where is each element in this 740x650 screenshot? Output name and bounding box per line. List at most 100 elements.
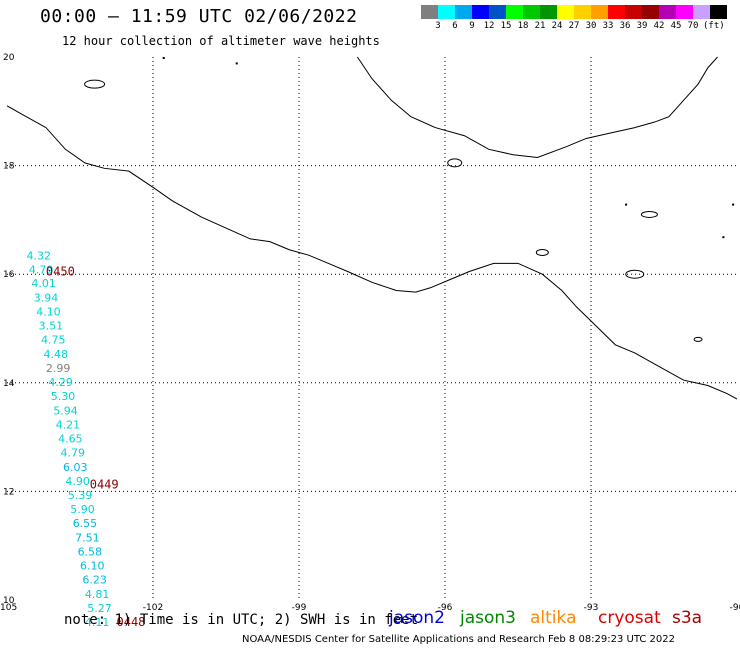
pass-time-label: 0450 <box>46 264 75 278</box>
swh-reading: 7.51 <box>75 531 100 544</box>
color-swatch <box>710 5 727 19</box>
color-swatch <box>676 5 693 19</box>
swh-reading: 6.58 <box>78 545 103 558</box>
swh-reading: 5.90 <box>70 503 95 516</box>
color-scale-label: 42 <box>653 21 665 31</box>
color-scale-label: 9 <box>469 21 475 31</box>
color-scale-labels: 3 6 9 12 15 18 21 24 27 30 33 36 39 42 45 70 (ft) <box>421 21 740 33</box>
lake-outline <box>84 79 106 89</box>
swh-reading: 5.30 <box>51 390 76 403</box>
map-subtitle: 12 hour collection of altimeter wave hei… <box>62 34 380 48</box>
pacific-coastline <box>6 105 738 400</box>
color-swatch <box>540 5 557 19</box>
color-swatch <box>574 5 591 19</box>
lon-tick-label: -102 <box>143 603 163 613</box>
swh-reading: 6.03 <box>63 461 88 474</box>
color-swatch <box>489 5 506 19</box>
lat-tick-label: 14 <box>3 379 15 389</box>
swh-reading: 4.75 <box>41 334 66 347</box>
color-scale-label: 21 <box>534 21 546 31</box>
color-scale-label: 24 <box>551 21 563 31</box>
swh-reading: 6.23 <box>82 574 107 587</box>
color-swatch <box>438 5 455 19</box>
color-swatch <box>625 5 642 19</box>
color-scale-label: 15 <box>500 21 512 31</box>
lon-tick-label: -90 <box>730 603 740 613</box>
credit-line: NOAA/NESDIS Center for Satellite Applica… <box>242 634 675 645</box>
color-swatch <box>472 5 489 19</box>
swh-reading: 6.55 <box>73 517 98 530</box>
swh-reading: 4.10 <box>36 305 61 318</box>
color-scale-label: 36 <box>619 21 631 31</box>
swh-reading: 3.94 <box>34 291 59 304</box>
swh-reading: 4.48 <box>44 348 69 361</box>
lat-tick-label: 16 <box>3 270 15 280</box>
color-scale-bar <box>421 5 727 19</box>
map-dot <box>732 203 735 206</box>
swh-reading: 6.10 <box>80 560 105 573</box>
color-swatch <box>557 5 574 19</box>
color-swatch <box>591 5 608 19</box>
color-swatch <box>523 5 540 19</box>
swh-reading: 4.65 <box>58 433 83 446</box>
satellite-legend-item: s3a <box>672 608 703 628</box>
color-scale-label: 70 <box>687 21 699 31</box>
gulf-coastline <box>356 56 718 158</box>
color-scale-label: 27 <box>568 21 580 31</box>
color-scale-label: 3 <box>435 21 441 31</box>
lon-tick-label: -99 <box>292 603 307 613</box>
swh-reading: 5.27 <box>87 602 112 615</box>
swh-reading: 4.21 <box>56 418 81 431</box>
map-dot <box>162 57 165 59</box>
swh-reading: 4.01 <box>31 277 56 290</box>
color-scale-label: 45 <box>670 21 682 31</box>
lake-outline <box>640 210 658 218</box>
color-swatch <box>608 5 625 19</box>
swh-reading: 4.29 <box>48 376 73 389</box>
color-swatch <box>455 5 472 19</box>
lake-outline <box>625 269 645 279</box>
swh-reading: 4.32 <box>26 250 51 263</box>
color-scale-label: 12 <box>483 21 495 31</box>
lat-tick-label: 18 <box>3 162 15 172</box>
swh-reading: 5.94 <box>53 404 78 417</box>
lake-outline <box>693 336 703 342</box>
lon-tick-label: -93 <box>584 603 599 613</box>
lat-tick-label: 20 <box>3 53 15 63</box>
swh-reading: 5.39 <box>68 489 93 502</box>
swh-reading: 4.79 <box>61 447 86 460</box>
swh-reading: 3.51 <box>39 320 64 333</box>
color-swatch <box>506 5 523 19</box>
color-scale-label: 6 <box>452 21 458 31</box>
color-scale-unit: (ft) <box>703 21 725 31</box>
color-scale-label: 33 <box>602 21 614 31</box>
swh-reading: 4.79 <box>29 264 54 277</box>
satellite-legend-item: jason3 <box>460 608 516 628</box>
color-scale-label: 39 <box>636 21 648 31</box>
lat-tick-label: 12 <box>3 487 14 497</box>
color-swatch <box>693 5 710 19</box>
map-dot <box>722 236 725 239</box>
color-scale-label: 30 <box>585 21 597 31</box>
swh-reading: 4.81 <box>85 588 110 601</box>
map-dot <box>625 203 628 206</box>
swh-reading: 2.99 <box>46 362 71 375</box>
color-swatch <box>642 5 659 19</box>
pass-time-label: 0449 <box>90 478 119 492</box>
map-title: 00:00 – 11:59 UTC 02/06/2022 <box>40 6 358 27</box>
color-swatch <box>421 5 438 19</box>
lon-tick-label: -96 <box>438 603 453 613</box>
color-swatch <box>659 5 676 19</box>
swh-reading: 4.90 <box>65 475 90 488</box>
lat-tick-label: 10 <box>3 596 15 606</box>
pass-time-label: 0448 <box>117 615 146 629</box>
map-dot <box>235 62 238 65</box>
lake-outline <box>447 158 463 168</box>
satellite-legend-item: altika <box>530 608 577 628</box>
footnote: note: 1) Time is in UTC; 2) SWH is in fe… <box>64 612 419 628</box>
lon-tick-label: -105 <box>0 603 17 613</box>
swh-reading: 4.11 <box>85 616 110 629</box>
satellite-legend-item: cryosat <box>598 608 661 628</box>
color-scale-label: 18 <box>517 21 529 31</box>
